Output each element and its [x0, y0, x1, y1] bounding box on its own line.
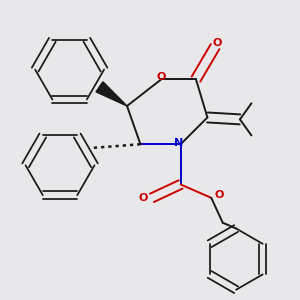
Text: O: O: [157, 72, 166, 82]
Text: N: N: [174, 138, 183, 148]
Text: O: O: [139, 193, 148, 203]
Text: O: O: [215, 190, 224, 200]
Text: O: O: [212, 38, 222, 48]
Polygon shape: [96, 82, 127, 106]
